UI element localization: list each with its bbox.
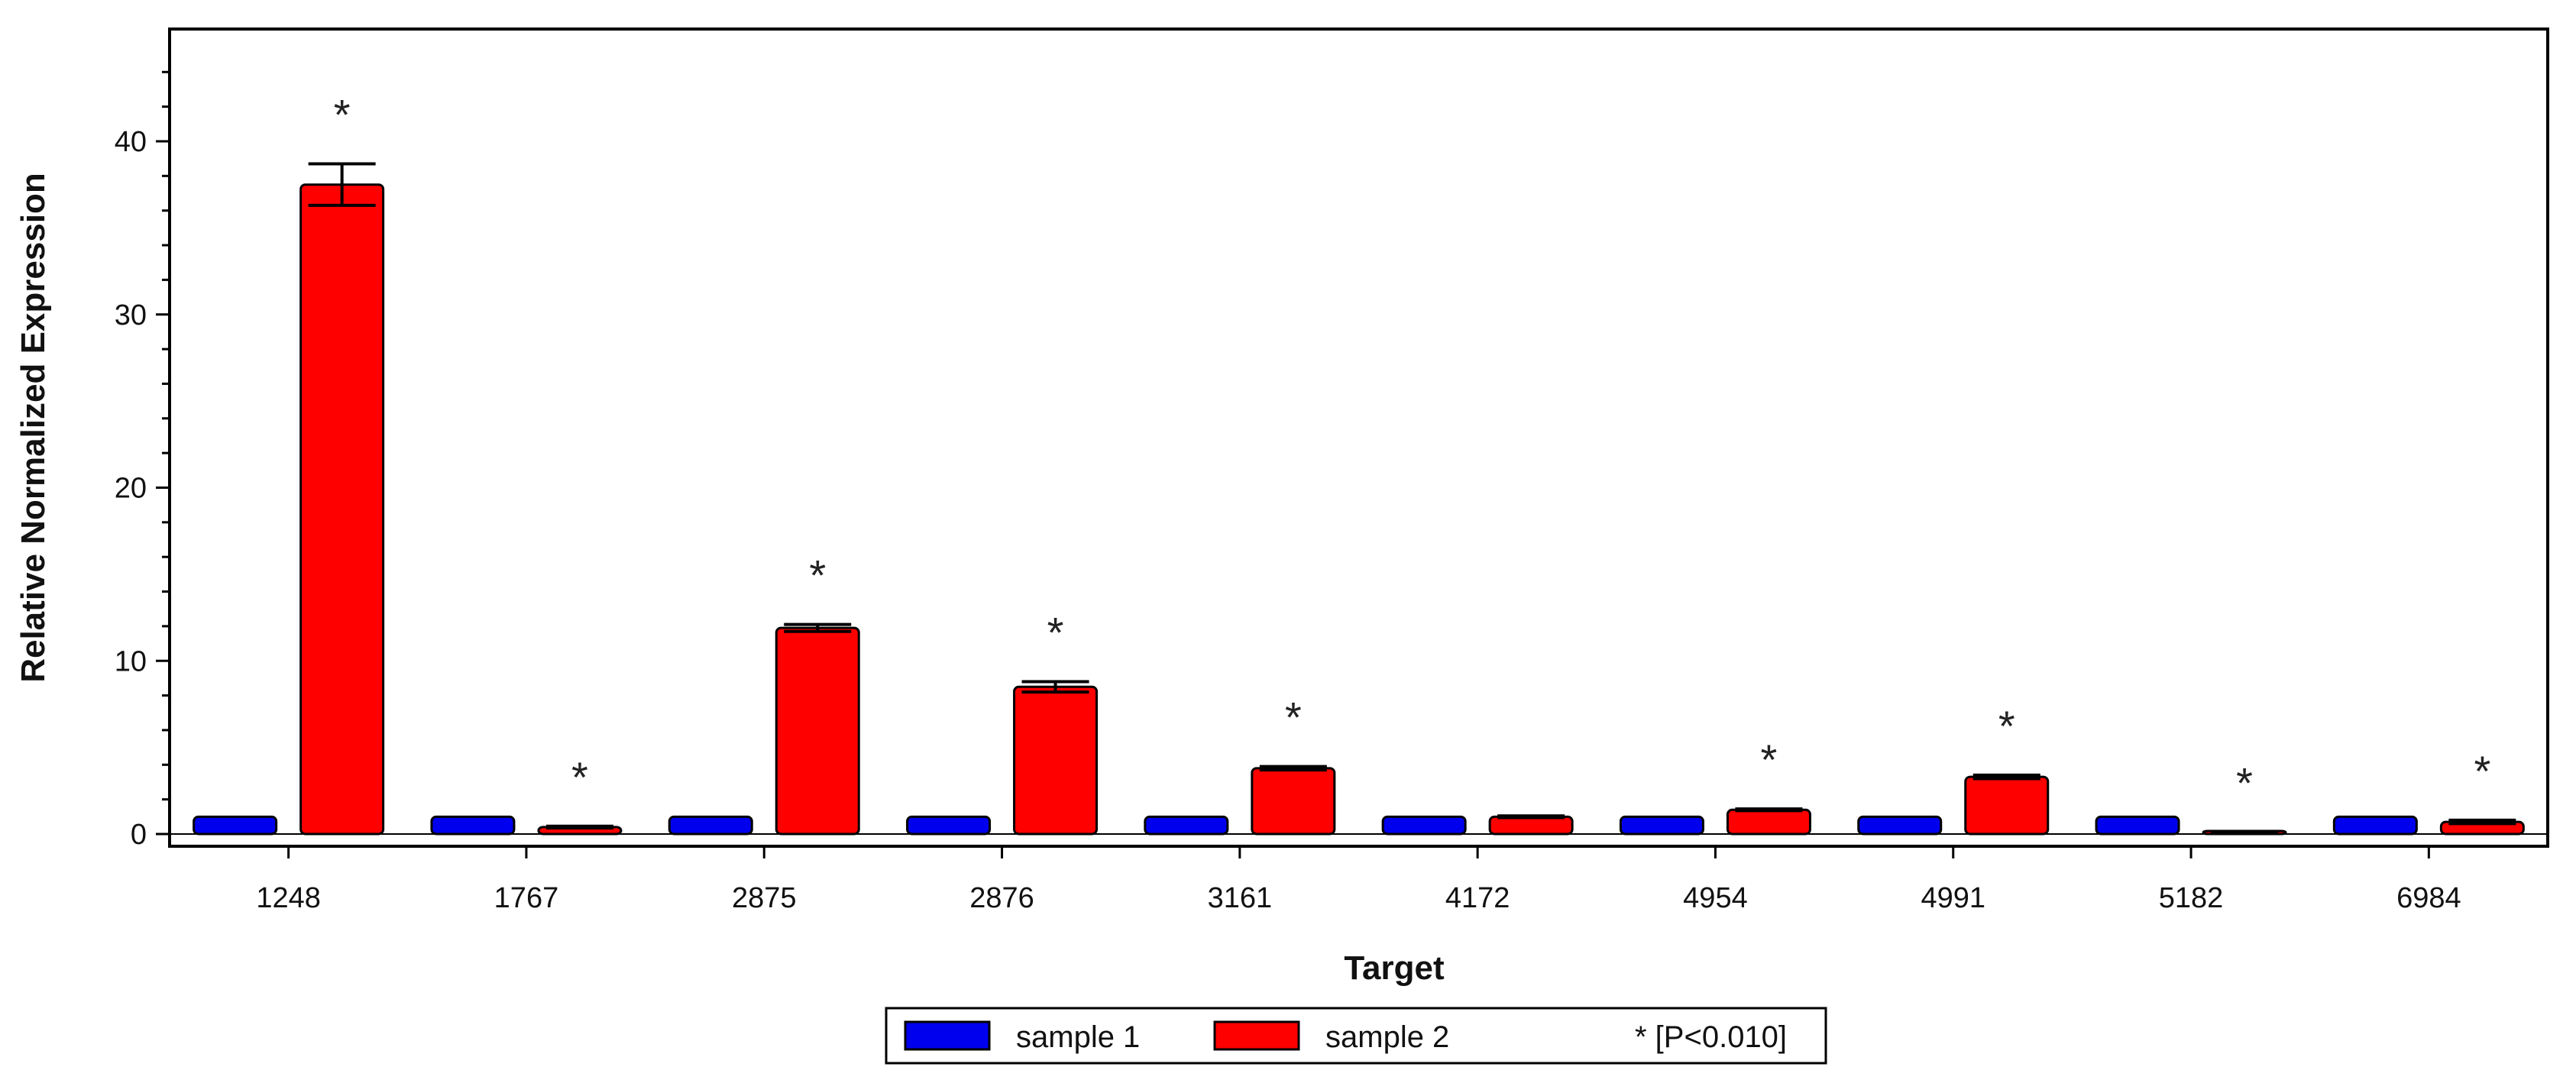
bar-sample-2-4172 (1488, 815, 1574, 836)
bar-sample-2-1248 (299, 183, 385, 836)
x-tick-label: 1248 (256, 882, 321, 914)
bar-sample-1-5182 (2095, 815, 2180, 836)
bar-sample-1-4991 (1857, 815, 1943, 836)
significance-star-2876: * (1047, 608, 1064, 656)
significance-star-1767: * (571, 753, 588, 801)
bar-sample-1-3161 (1144, 815, 1229, 836)
legend-label-sample-1: sample 1 (1016, 1020, 1140, 1054)
legend-frame (885, 1007, 1827, 1065)
x-tick-label: 3161 (1208, 882, 1273, 914)
bars: * * * * * * * * * (193, 90, 2525, 836)
legend-label-sample-2: sample 2 (1325, 1020, 1449, 1054)
bar-sample-1-4172 (1381, 815, 1467, 836)
axes: 0 10 20 30 40 1248 1767 2875 2876 3161 4172 4954 499… (115, 27, 2549, 914)
significance-star-1248: * (334, 90, 351, 138)
legend-significance-note: * [P<0.010] (1635, 1020, 1787, 1054)
significance-star-3161: * (1285, 693, 1302, 742)
legend-swatch-sample-1 (904, 1020, 991, 1051)
legend: sample 1 sample 2 * [P<0.010] (885, 1007, 1827, 1065)
legend-swatch-sample-2 (1213, 1020, 1300, 1051)
y-tick-label: 10 (115, 645, 147, 677)
bar-sample-1-2875 (668, 815, 753, 836)
significance-star-4954: * (1761, 735, 1778, 784)
bar-sample-2-4991 (1964, 775, 2050, 836)
x-tick-label: 1767 (494, 882, 559, 914)
y-tick-label: 20 (115, 473, 147, 505)
significance-star-6984: * (2474, 747, 2490, 795)
y-tick-label: 30 (115, 299, 147, 331)
plot-frame (168, 27, 2549, 848)
bar-sample-1-1248 (193, 815, 278, 836)
bar-sample-1-6984 (2332, 815, 2418, 836)
labels: Target Relative Normalized Expression (15, 173, 1445, 987)
x-tick-label: 4172 (1445, 882, 1510, 914)
x-tick-label: 4991 (1921, 882, 1985, 914)
bar-sample-2-2875 (775, 626, 860, 836)
bar-sample-2-4954 (1726, 808, 1811, 836)
bar-sample-1-4954 (1619, 815, 1704, 836)
x-tick-label: 4954 (1683, 882, 1748, 914)
bar-sample-2-3161 (1251, 767, 1336, 836)
y-axis-title: Relative Normalized Expression (15, 173, 52, 683)
bar-sample-2-2876 (1013, 685, 1099, 836)
significance-star-5182: * (2236, 758, 2253, 807)
bar-sample-1-2876 (906, 815, 992, 836)
y-tick-label: 40 (115, 126, 147, 158)
x-tick-label: 2876 (969, 882, 1034, 914)
x-tick-label: 5182 (2159, 882, 2224, 914)
x-tick-label: 6984 (2396, 882, 2461, 914)
significance-star-2875: * (809, 551, 826, 600)
x-axis-title: Target (1344, 949, 1445, 987)
significance-star-4991: * (1998, 702, 2015, 750)
x-tick-label: 2875 (732, 882, 797, 914)
y-tick-label: 0 (131, 819, 147, 851)
bar-sample-1-1767 (430, 815, 516, 836)
